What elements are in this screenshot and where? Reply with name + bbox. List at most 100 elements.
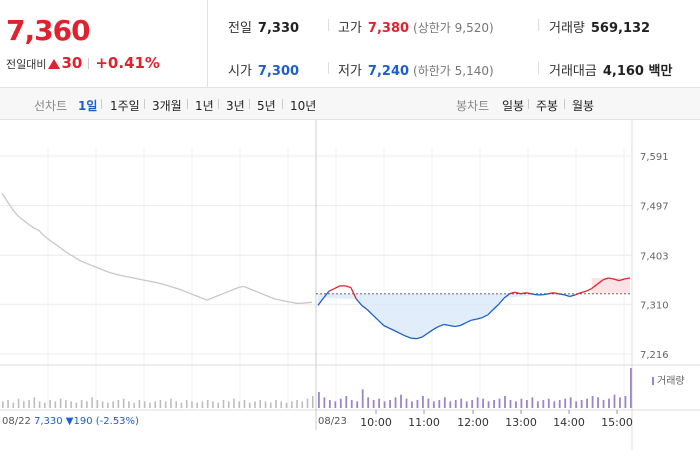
volume-bar	[259, 400, 262, 408]
volume-bar	[243, 400, 246, 408]
divider	[328, 62, 329, 74]
today-label: 08/23	[318, 416, 347, 427]
divider	[218, 99, 219, 109]
today-line-segment	[416, 336, 423, 340]
volume-bar	[482, 398, 485, 408]
today-line-segment	[317, 297, 324, 306]
volume-bar	[285, 402, 288, 408]
line-chart-label: 선차트	[34, 99, 68, 113]
candle-chart-label: 봉차트	[456, 99, 490, 113]
divider	[528, 99, 529, 109]
candle-weekly[interactable]: 주봉	[536, 99, 559, 113]
volume-bar	[389, 400, 391, 408]
volume-bar	[49, 400, 51, 408]
volume-bar	[432, 401, 435, 408]
period-1year[interactable]: 1년	[195, 99, 214, 113]
today-line-segment	[377, 319, 385, 326]
price-box: 7,360 전일대비 30 +0.41%	[0, 0, 208, 88]
high-price: 고가 7,380 (상한가 9,520)	[338, 17, 494, 36]
time-label: 14:00	[553, 416, 585, 429]
change-row: 전일대비 30 +0.41%	[6, 54, 160, 72]
volume-bar	[400, 394, 402, 408]
volume-bar	[38, 401, 41, 408]
today-line-segment	[569, 294, 576, 298]
today-line-segment	[361, 304, 368, 311]
volume-bar	[138, 400, 141, 408]
today-line-segment	[514, 291, 521, 295]
today-line-segment	[366, 309, 374, 316]
volume-bar	[334, 401, 337, 408]
today-line-segment	[481, 314, 488, 319]
time-label: 11:00	[408, 416, 440, 429]
volume-bar	[17, 398, 20, 408]
prev-close: 전일 7,330	[228, 17, 299, 36]
volume-bar	[12, 402, 15, 408]
period-5year[interactable]: 5년	[257, 99, 276, 113]
volume-bar	[575, 401, 578, 408]
prev-close-label: 전일	[228, 21, 252, 36]
today-line-segment	[564, 294, 570, 298]
today-line-segment	[531, 293, 538, 296]
change-percent: +0.41%	[95, 54, 160, 72]
today-line-segment	[503, 293, 510, 299]
volume-bar	[569, 397, 572, 408]
period-3year[interactable]: 3년	[226, 99, 245, 113]
volume-bar	[476, 397, 479, 408]
open-label: 시가	[228, 64, 252, 79]
volume-bar	[416, 400, 419, 408]
volume-bar	[70, 401, 72, 408]
volume-label: 거래량	[549, 21, 585, 36]
candle-daily[interactable]: 일봉	[502, 99, 525, 113]
period-3month[interactable]: 3개월	[152, 99, 182, 113]
open-price: 시가 7,300	[228, 60, 299, 79]
period-10year[interactable]: 10년	[290, 99, 317, 113]
today-line-segment	[580, 290, 587, 294]
volume-bar	[170, 398, 172, 408]
quote-summary: 7,360 전일대비 30 +0.41% 전일 7,330 고가 7,380 (상한가 9…	[0, 0, 700, 88]
today-line-segment	[328, 287, 335, 292]
volume-bar	[128, 401, 130, 408]
volume-bar	[96, 400, 99, 408]
candle-monthly[interactable]: 월봉	[572, 99, 595, 113]
volume-bar	[547, 398, 550, 408]
volume-bar	[212, 401, 214, 408]
volume-bar	[438, 400, 441, 408]
today-line-segment	[394, 330, 401, 334]
volume-bar	[264, 401, 267, 408]
volume-bar	[149, 402, 151, 408]
volume-bar	[558, 400, 561, 408]
divider	[328, 19, 329, 31]
divider	[282, 99, 283, 109]
volume-bar	[222, 400, 225, 408]
today-line-segment	[421, 332, 428, 338]
today-line-segment	[487, 309, 494, 316]
volume-bar	[154, 401, 156, 408]
amount-value: 4,160 백만	[602, 64, 673, 79]
volume-bar	[597, 397, 599, 408]
period-1week[interactable]: 1주일	[110, 99, 140, 113]
change-label: 전일대비	[6, 58, 47, 71]
today-line-segment	[476, 316, 483, 320]
volume-bar	[117, 400, 120, 408]
volume-bar	[227, 401, 230, 408]
open-value: 7,300	[257, 64, 300, 79]
volume-bar	[306, 398, 309, 408]
volume-bar	[164, 401, 167, 408]
volume-bar	[323, 397, 326, 408]
today-line-segment	[449, 324, 455, 328]
volume-bar	[411, 401, 413, 408]
volume-bar	[493, 400, 495, 408]
volume-bar	[80, 400, 83, 408]
volume-bar	[59, 398, 62, 408]
today-line-segment	[602, 277, 609, 281]
volume-bar	[504, 396, 506, 408]
volume-bar	[133, 402, 135, 408]
volume-bar	[254, 401, 256, 408]
y-tick-label: 7,403	[640, 251, 669, 262]
amount-label: 거래대금	[549, 64, 597, 79]
price-chart: 7,591 7,497 7,403 7,310 7,216 거래량 08/22 7,330 ▼…	[0, 120, 700, 450]
today-line-segment	[498, 297, 505, 305]
divider	[187, 99, 188, 109]
current-price: 7,360	[6, 14, 91, 47]
period-1day[interactable]: 1일	[78, 99, 98, 113]
